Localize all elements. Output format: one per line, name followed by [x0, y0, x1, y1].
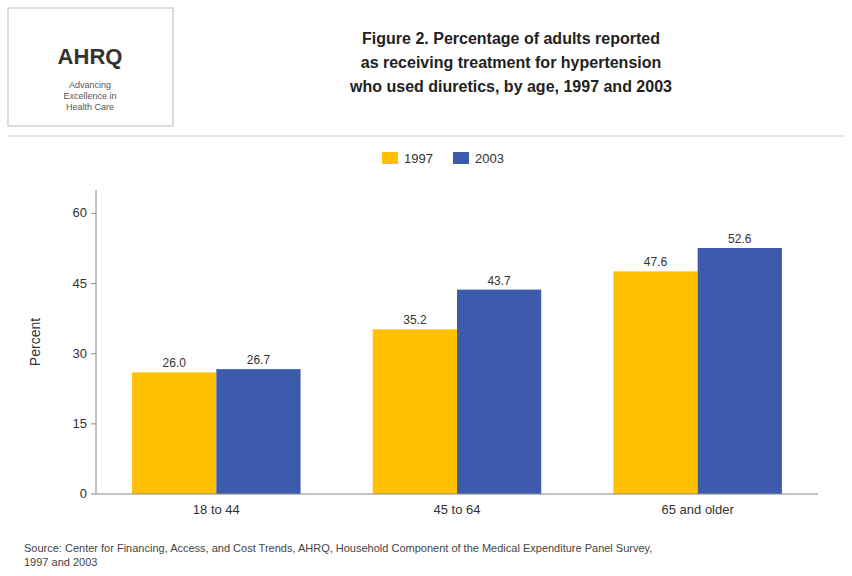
logo-subtext: AdvancingExcellence inHealth Care — [63, 80, 116, 112]
y-tick-label: 30 — [73, 346, 87, 361]
legend-item: 2003 — [453, 151, 504, 166]
y-axis-line — [96, 190, 97, 494]
source-note: Source: Center for Financing, Access, an… — [24, 542, 652, 568]
data-labels: 26.0 26.7 35.2 43.7 47.6 52.6 — [163, 232, 752, 370]
title-line: as receiving treatment for hypertension — [361, 54, 662, 71]
y-tick — [91, 423, 96, 424]
bar — [216, 369, 300, 494]
legend-item: 1997 — [382, 151, 433, 166]
logo-subtext-line: Excellence in — [63, 91, 116, 101]
y-tick — [91, 353, 96, 354]
legend-swatch — [453, 152, 469, 164]
x-axis-line — [96, 494, 818, 495]
bar — [613, 271, 697, 494]
y-axis-label: Percent — [27, 318, 43, 366]
y-tick-label: 15 — [73, 416, 87, 431]
y-tick-label: 0 — [80, 486, 87, 501]
bar — [132, 372, 216, 494]
legend: 1997 2003 — [382, 151, 504, 166]
bar — [698, 248, 782, 494]
data-label: 52.6 — [728, 232, 752, 246]
data-label: 26.0 — [163, 356, 187, 370]
logo-text-line: AHRQ — [58, 44, 123, 69]
title: Figure 2. Percentage of adults reported a… — [349, 30, 672, 95]
logo-box — [8, 8, 173, 126]
header-rule — [8, 136, 844, 137]
logo-text: AHRQ — [58, 44, 123, 69]
data-label: 47.6 — [644, 255, 668, 269]
legend-label: 1997 — [404, 151, 433, 166]
bar — [457, 290, 541, 494]
x-tick-label: 45 to 64 — [434, 502, 481, 517]
source-note-line: Source: Center for Financing, Access, an… — [24, 542, 652, 554]
data-label: 35.2 — [403, 313, 427, 327]
source-note-line: 1997 and 2003 — [24, 556, 97, 568]
title-line: Figure 2. Percentage of adults reported — [362, 30, 660, 47]
bar — [373, 329, 457, 494]
y-tick — [91, 213, 96, 214]
x-tick-label: 18 to 44 — [193, 502, 240, 517]
data-label: 26.7 — [247, 353, 271, 367]
chart: AHRQ AdvancingExcellence inHealth Care Fig… — [0, 0, 852, 576]
bars — [132, 248, 782, 494]
logo-subtext-line: Advancing — [69, 80, 111, 90]
data-label: 43.7 — [487, 274, 511, 288]
legend-label: 2003 — [475, 151, 504, 166]
y-tick — [91, 494, 96, 495]
x-tick-label: 65 and older — [662, 502, 735, 517]
background — [0, 0, 852, 576]
logo-subtext-line: Health Care — [66, 102, 114, 112]
legend-swatch — [382, 152, 398, 164]
title-line: who used diuretics, by age, 1997 and 200… — [349, 78, 672, 95]
y-tick-label: 45 — [73, 276, 87, 291]
y-tick — [91, 283, 96, 284]
y-tick-label: 60 — [73, 205, 87, 220]
